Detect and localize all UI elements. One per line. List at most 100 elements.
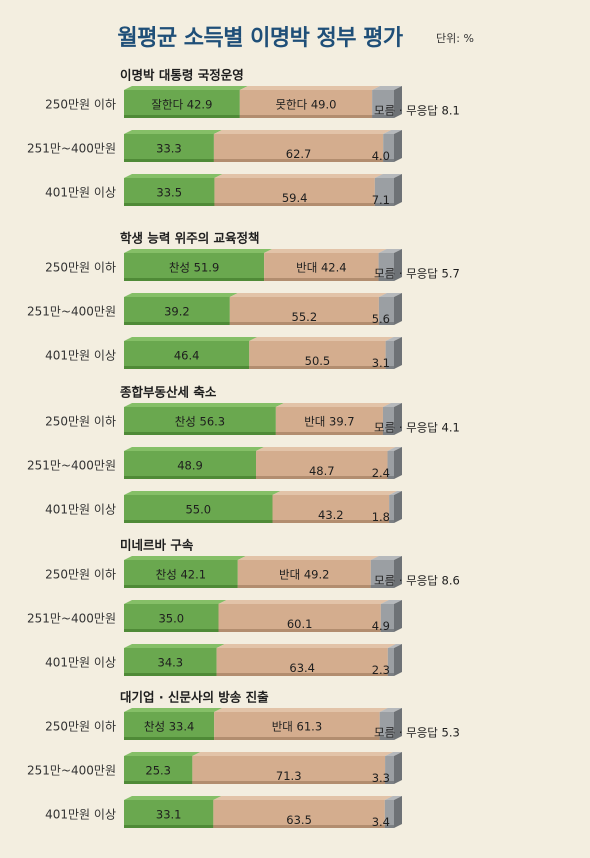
category-label: 401만원 이상 (45, 349, 116, 363)
bar-shade (213, 825, 385, 828)
bar-shade (124, 115, 240, 118)
bar-shade (214, 737, 380, 740)
bar-segment (124, 134, 214, 162)
bar-shade (124, 159, 214, 162)
bar-top-face (385, 752, 402, 756)
bar-top-face (370, 556, 402, 560)
chart-section: 이명박 대통령 국정운영 250만원 이하 잘한다 42.9 못한다 49.0 모름 ·… (27, 68, 460, 208)
bar-shade (382, 432, 394, 435)
bar-top-face (380, 600, 402, 604)
bar-segment (237, 560, 371, 588)
category-label: 401만원 이상 (45, 656, 116, 670)
data-label: 7.1 (372, 193, 390, 207)
bar-top-face (124, 249, 273, 253)
data-label: 반대 42.4 (296, 261, 346, 275)
category-label: 250만원 이하 (45, 568, 116, 582)
bar-shade (378, 322, 394, 325)
bar-side-face (394, 600, 402, 632)
data-label: 55.0 (185, 503, 211, 517)
bar-shade (239, 115, 373, 118)
bar-top-face (216, 644, 396, 648)
bar-top-face (124, 174, 223, 178)
data-label: 71.3 (276, 769, 302, 783)
chart-section: 미네르바 구속 250만원 이하 찬성 42.1 반대 49.2 모름 · 무응답 8.… (27, 538, 460, 678)
bar-top-face (256, 447, 396, 451)
bar-side-face (394, 644, 402, 676)
bar-shade (124, 322, 230, 325)
section-title: 미네르바 구속 (120, 538, 194, 553)
bar-segment (213, 134, 384, 162)
bar-segment (379, 712, 394, 740)
bar-top-face (124, 491, 281, 495)
category-label: 251만~400만원 (27, 305, 116, 319)
category-label: 401만원 이상 (45, 503, 116, 517)
data-label: 2.4 (372, 466, 390, 480)
bar-side-face (394, 447, 402, 479)
data-label: 33.1 (156, 808, 182, 822)
bar-shade (124, 278, 265, 281)
bar-segment (384, 800, 394, 828)
bar-side-face (394, 708, 402, 740)
bar-shade (124, 585, 238, 588)
data-label: 모름 · 무응답 5.3 (374, 726, 460, 740)
data-label: 2.3 (372, 663, 390, 677)
bar-shade (124, 825, 214, 828)
bar-segment (272, 495, 390, 523)
data-label: 59.4 (282, 191, 308, 205)
bar-segment (275, 407, 383, 435)
bar-segment (374, 178, 394, 206)
bar-top-face (382, 403, 402, 407)
bar-shade (383, 159, 394, 162)
bar-shade (216, 673, 388, 676)
bar-side-face (394, 293, 402, 325)
bar-segment (124, 756, 193, 784)
bar-top-face (237, 556, 379, 560)
data-label: 34.3 (158, 656, 184, 670)
bar-top-face (218, 600, 389, 604)
bar-shade (124, 432, 276, 435)
bar-side-face (394, 403, 402, 435)
bar-side-face (394, 556, 402, 588)
data-label: 찬성 56.3 (175, 415, 225, 429)
data-label: 46.4 (174, 349, 200, 363)
bar-shade (124, 629, 219, 632)
bar-segment (124, 407, 276, 435)
chart-section: 종합부동산세 축소 250만원 이하 찬성 56.3 반대 39.7 모름 · 무응답 … (27, 385, 460, 525)
data-label: 43.2 (318, 508, 344, 522)
bar-segment (256, 451, 388, 479)
bar-top-face (124, 708, 223, 712)
bar-side-face (394, 130, 402, 162)
bar-shade (249, 366, 386, 369)
data-label: 39.2 (164, 305, 190, 319)
data-label: 모름 · 무응답 5.7 (374, 267, 460, 281)
data-label: 모름 · 무응답 8.6 (374, 574, 460, 588)
data-label: 62.7 (286, 147, 312, 161)
bar-segment (124, 178, 215, 206)
bar-top-face (378, 293, 402, 297)
bar-segment (124, 451, 257, 479)
chart-section: 학생 능력 위주의 교육정책 250만원 이하 찬성 51.9 반대 42.4 모름 ·… (27, 231, 460, 371)
data-label: 잘한다 42.9 (151, 98, 212, 112)
bar-shade (229, 322, 379, 325)
bar-side-face (394, 174, 402, 206)
bar-segment (385, 341, 394, 369)
bar-segment (387, 648, 394, 676)
bar-top-face (124, 293, 238, 297)
data-label: 3.1 (372, 356, 390, 370)
bar-segment (124, 297, 230, 325)
bar-segment (214, 712, 380, 740)
bar-shade (380, 629, 394, 632)
bar-segment (389, 495, 394, 523)
bar-segment (124, 712, 215, 740)
bar-segment (124, 341, 250, 369)
bar-top-face (272, 491, 398, 495)
bar-segment (378, 253, 394, 281)
bar-side-face (394, 491, 402, 523)
bar-top-face (387, 644, 402, 648)
bar-shade (213, 159, 384, 162)
data-label: 55.2 (292, 310, 318, 324)
bar-shade (124, 203, 215, 206)
data-label: 반대 39.7 (304, 415, 354, 429)
bar-segment (239, 90, 373, 118)
